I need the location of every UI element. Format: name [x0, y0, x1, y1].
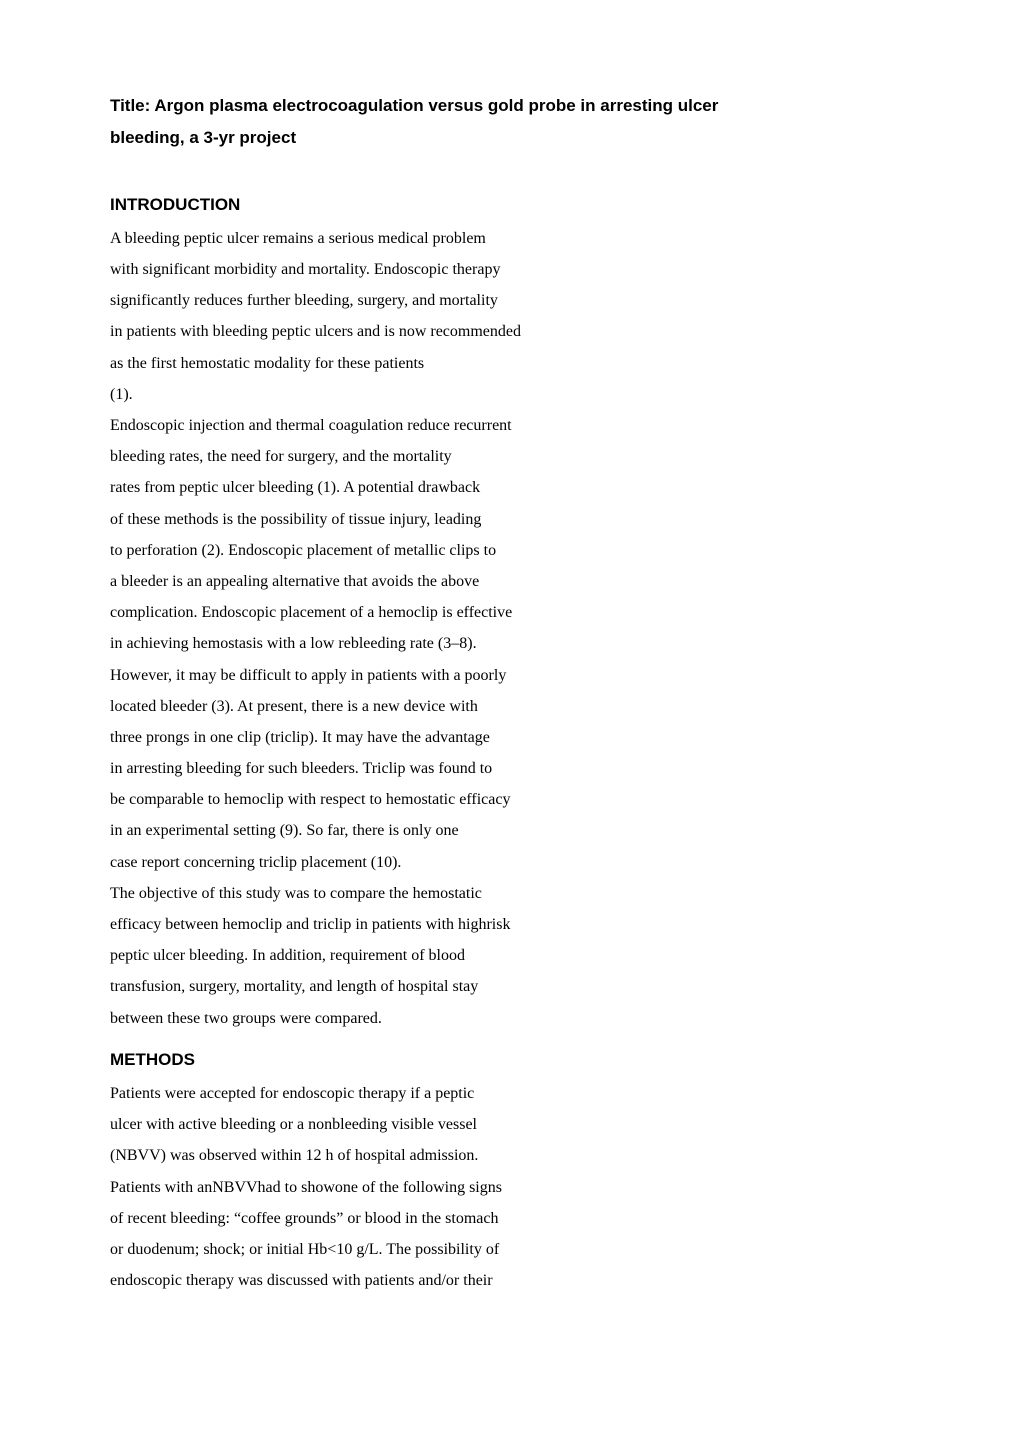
- document-title: Title: Argon plasma electrocoagulation v…: [110, 90, 910, 155]
- intro-line: case report concerning triclip placement…: [110, 847, 910, 878]
- title-line-1: Title: Argon plasma electrocoagulation v…: [110, 90, 910, 122]
- methods-heading: METHODS: [110, 1044, 910, 1076]
- intro-line: between these two groups were compared.: [110, 1003, 910, 1034]
- methods-line: ulcer with active bleeding or a nonbleed…: [110, 1109, 910, 1140]
- intro-line: peptic ulcer bleeding. In addition, requ…: [110, 940, 910, 971]
- intro-line: of these methods is the possibility of t…: [110, 504, 910, 535]
- intro-line: efficacy between hemoclip and triclip in…: [110, 909, 910, 940]
- intro-line: rates from peptic ulcer bleeding (1). A …: [110, 472, 910, 503]
- introduction-body: A bleeding peptic ulcer remains a seriou…: [110, 223, 910, 1034]
- methods-body: Patients were accepted for endoscopic th…: [110, 1078, 910, 1296]
- intro-line: A bleeding peptic ulcer remains a seriou…: [110, 223, 910, 254]
- intro-line: to perforation (2). Endoscopic placement…: [110, 535, 910, 566]
- methods-line: Patients with anNBVVhad to showone of th…: [110, 1172, 910, 1203]
- intro-line: significantly reduces further bleeding, …: [110, 285, 910, 316]
- intro-line: in patients with bleeding peptic ulcers …: [110, 316, 910, 347]
- intro-line: transfusion, surgery, mortality, and len…: [110, 971, 910, 1002]
- intro-line: bleeding rates, the need for surgery, an…: [110, 441, 910, 472]
- intro-line: in arresting bleeding for such bleeders.…: [110, 753, 910, 784]
- intro-line: However, it may be difficult to apply in…: [110, 660, 910, 691]
- methods-line: or duodenum; shock; or initial Hb<10 g/L…: [110, 1234, 910, 1265]
- methods-line: endoscopic therapy was discussed with pa…: [110, 1265, 910, 1296]
- title-line-2: bleeding, a 3-yr project: [110, 122, 910, 154]
- intro-line: The objective of this study was to compa…: [110, 878, 910, 909]
- intro-line: complication. Endoscopic placement of a …: [110, 597, 910, 628]
- intro-line: three prongs in one clip (triclip). It m…: [110, 722, 910, 753]
- methods-line: (NBVV) was observed within 12 h of hospi…: [110, 1140, 910, 1171]
- introduction-heading: INTRODUCTION: [110, 189, 910, 221]
- intro-line: located bleeder (3). At present, there i…: [110, 691, 910, 722]
- methods-line: Patients were accepted for endoscopic th…: [110, 1078, 910, 1109]
- intro-line: in achieving hemostasis with a low reble…: [110, 628, 910, 659]
- intro-line: (1).: [110, 379, 910, 410]
- intro-line: as the first hemostatic modality for the…: [110, 348, 910, 379]
- methods-line: of recent bleeding: “coffee grounds” or …: [110, 1203, 910, 1234]
- intro-line: with significant morbidity and mortality…: [110, 254, 910, 285]
- intro-line: in an experimental setting (9). So far, …: [110, 815, 910, 846]
- intro-line: Endoscopic injection and thermal coagula…: [110, 410, 910, 441]
- intro-line: a bleeder is an appealing alternative th…: [110, 566, 910, 597]
- intro-line: be comparable to hemoclip with respect t…: [110, 784, 910, 815]
